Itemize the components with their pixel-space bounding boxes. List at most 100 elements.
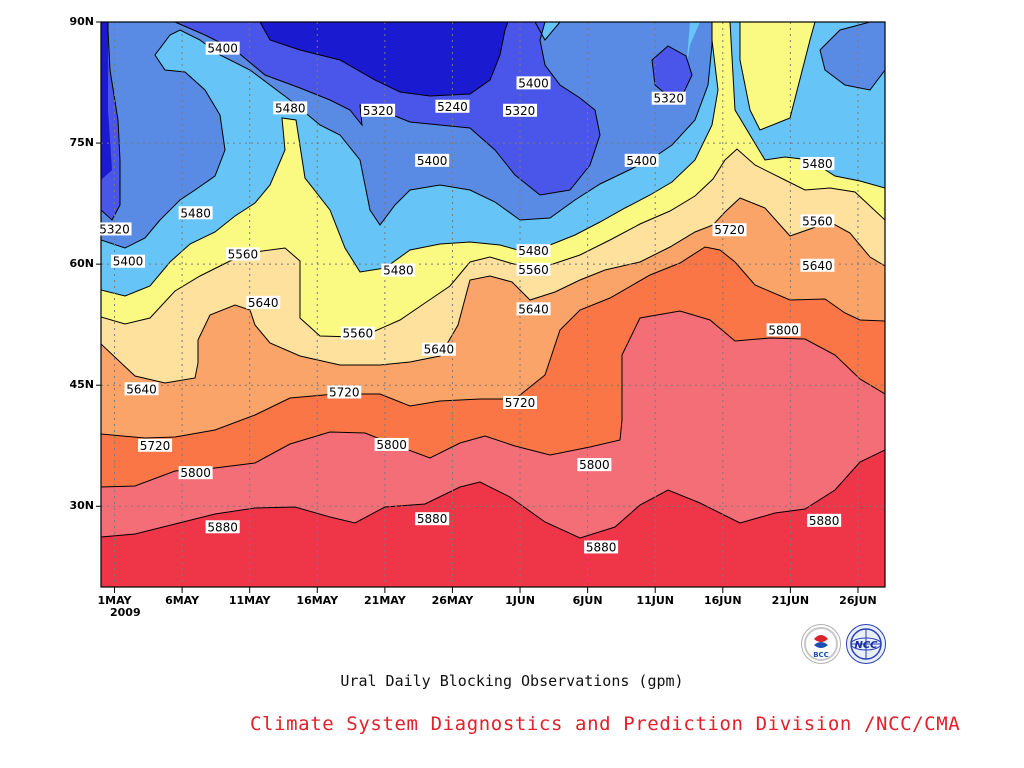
svg-text:5400: 5400	[518, 76, 549, 90]
contour-label: 5800	[577, 458, 612, 472]
contour-label: 5720	[712, 223, 747, 237]
contour-label: 5640	[246, 295, 281, 310]
svg-text:5880: 5880	[207, 520, 238, 534]
svg-text:5240: 5240	[437, 100, 468, 114]
contour-label: 5560	[340, 326, 375, 341]
credit-line: Climate System Diagnostics and Predictio…	[250, 713, 961, 735]
contour-label: 5320	[361, 103, 396, 118]
x-tick-label: 1MAY	[97, 594, 132, 607]
svg-text:5320: 5320	[363, 104, 394, 118]
svg-text:5720: 5720	[329, 385, 360, 399]
svg-text:5480: 5480	[802, 157, 833, 171]
x-axis-year-label: 2009	[110, 606, 141, 619]
contour-label: 5400	[624, 153, 659, 168]
x-tick-label: 11MAY	[228, 594, 271, 607]
svg-text:5880: 5880	[809, 514, 840, 528]
svg-text:5400: 5400	[417, 154, 448, 168]
contour-label: 5880	[205, 520, 240, 534]
contour-label: 5320	[97, 222, 132, 236]
axis-ticks	[96, 21, 859, 593]
svg-text:5320: 5320	[505, 104, 536, 118]
contour-label: 5560	[516, 262, 551, 277]
contour-label: 5800	[178, 466, 213, 480]
contour-label: 5480	[273, 101, 308, 115]
y-tick-label: 45N	[69, 378, 94, 392]
contour-label: 5320	[651, 91, 686, 106]
contour-label: 5400	[205, 41, 240, 56]
grid-lines	[101, 22, 885, 587]
y-tick-label: 90N	[69, 15, 94, 28]
x-tick-label: 16MAY	[296, 594, 339, 607]
svg-text:5560: 5560	[518, 263, 549, 277]
svg-text:5480: 5480	[383, 264, 414, 278]
contour-label: 5400	[415, 153, 450, 168]
x-tick-label: 26MAY	[431, 594, 474, 607]
contour-label: 5720	[327, 385, 362, 399]
svg-text:5480: 5480	[275, 101, 306, 115]
contour-label: 5720	[138, 438, 173, 453]
svg-text:5400: 5400	[626, 154, 657, 168]
x-tick-label: 16JUN	[704, 594, 742, 607]
svg-text:5560: 5560	[802, 214, 833, 228]
contour-label: 5640	[124, 382, 159, 396]
svg-text:5800: 5800	[180, 466, 211, 480]
svg-text:5640: 5640	[424, 343, 455, 357]
y-tick-label: 60N	[69, 257, 94, 271]
contour-label: 5560	[800, 214, 835, 228]
svg-text:5480: 5480	[180, 206, 211, 220]
contour-label: 5640	[516, 302, 551, 316]
svg-text:5720: 5720	[505, 396, 536, 410]
contour-label: 5880	[584, 540, 619, 554]
chart-title: Ural Daily Blocking Observations (gpm)	[340, 672, 684, 690]
contour-label: 5480	[178, 206, 213, 220]
contour-label: 5640	[800, 258, 835, 273]
contour-label: 5400	[111, 254, 146, 269]
svg-text:5480: 5480	[518, 244, 549, 258]
contour-label: 5800	[374, 437, 409, 452]
x-tick-label: 1JUN	[505, 594, 535, 607]
x-tick-label: 6MAY	[165, 594, 200, 607]
svg-text:5800: 5800	[768, 323, 799, 337]
y-tick-label: 75N	[69, 136, 94, 150]
contour-label: 5640	[421, 342, 456, 357]
svg-text:5720: 5720	[140, 439, 171, 453]
svg-text:5880: 5880	[586, 540, 617, 554]
y-tick-label: 30N	[69, 499, 94, 513]
band-5240-5320-small	[652, 46, 692, 96]
contour-labels: 5400 5480 5320 5240 5320 5400 5320 5400 5400 5480…	[97, 41, 842, 554]
svg-text:5640: 5640	[518, 302, 549, 316]
svg-text:5320: 5320	[653, 92, 684, 106]
svg-text:5800: 5800	[376, 438, 407, 452]
ncc-logo-icon: NCC	[846, 624, 886, 664]
contour-label: 5560	[225, 247, 260, 261]
band-below-5240-left	[101, 22, 112, 180]
svg-text:5880: 5880	[417, 512, 448, 526]
svg-text:5640: 5640	[248, 296, 279, 310]
x-tick-label: 11JUN	[636, 594, 674, 607]
band-below-5240	[145, 22, 508, 96]
svg-text:5560: 5560	[228, 247, 259, 261]
x-tick-label: 21MAY	[364, 594, 406, 607]
contour-label: 5880	[807, 513, 842, 528]
contour-label: 5480	[516, 244, 551, 258]
band-5320-5400-right	[820, 22, 885, 90]
svg-text:5320: 5320	[99, 222, 130, 236]
x-tick-label: 6JUN	[572, 594, 603, 607]
contour-label: 5480	[800, 157, 835, 171]
contour-label: 5320	[503, 103, 538, 118]
svg-text:5640: 5640	[802, 259, 833, 273]
svg-text:5720: 5720	[714, 223, 745, 237]
svg-text:5640: 5640	[126, 382, 157, 396]
svg-text:5400: 5400	[113, 255, 144, 269]
x-tick-label: 21JUN	[771, 594, 810, 607]
contour-label: 5800	[766, 323, 801, 337]
svg-text:5400: 5400	[207, 42, 238, 56]
x-tick-label: 26JUN	[839, 594, 877, 607]
svg-text:BCC: BCC	[813, 651, 829, 659]
svg-text:5560: 5560	[343, 327, 374, 341]
svg-text:5800: 5800	[579, 458, 610, 472]
plot-frame	[100, 21, 886, 588]
contour-label: 5400	[516, 76, 551, 90]
contour-label: 5720	[503, 395, 538, 410]
